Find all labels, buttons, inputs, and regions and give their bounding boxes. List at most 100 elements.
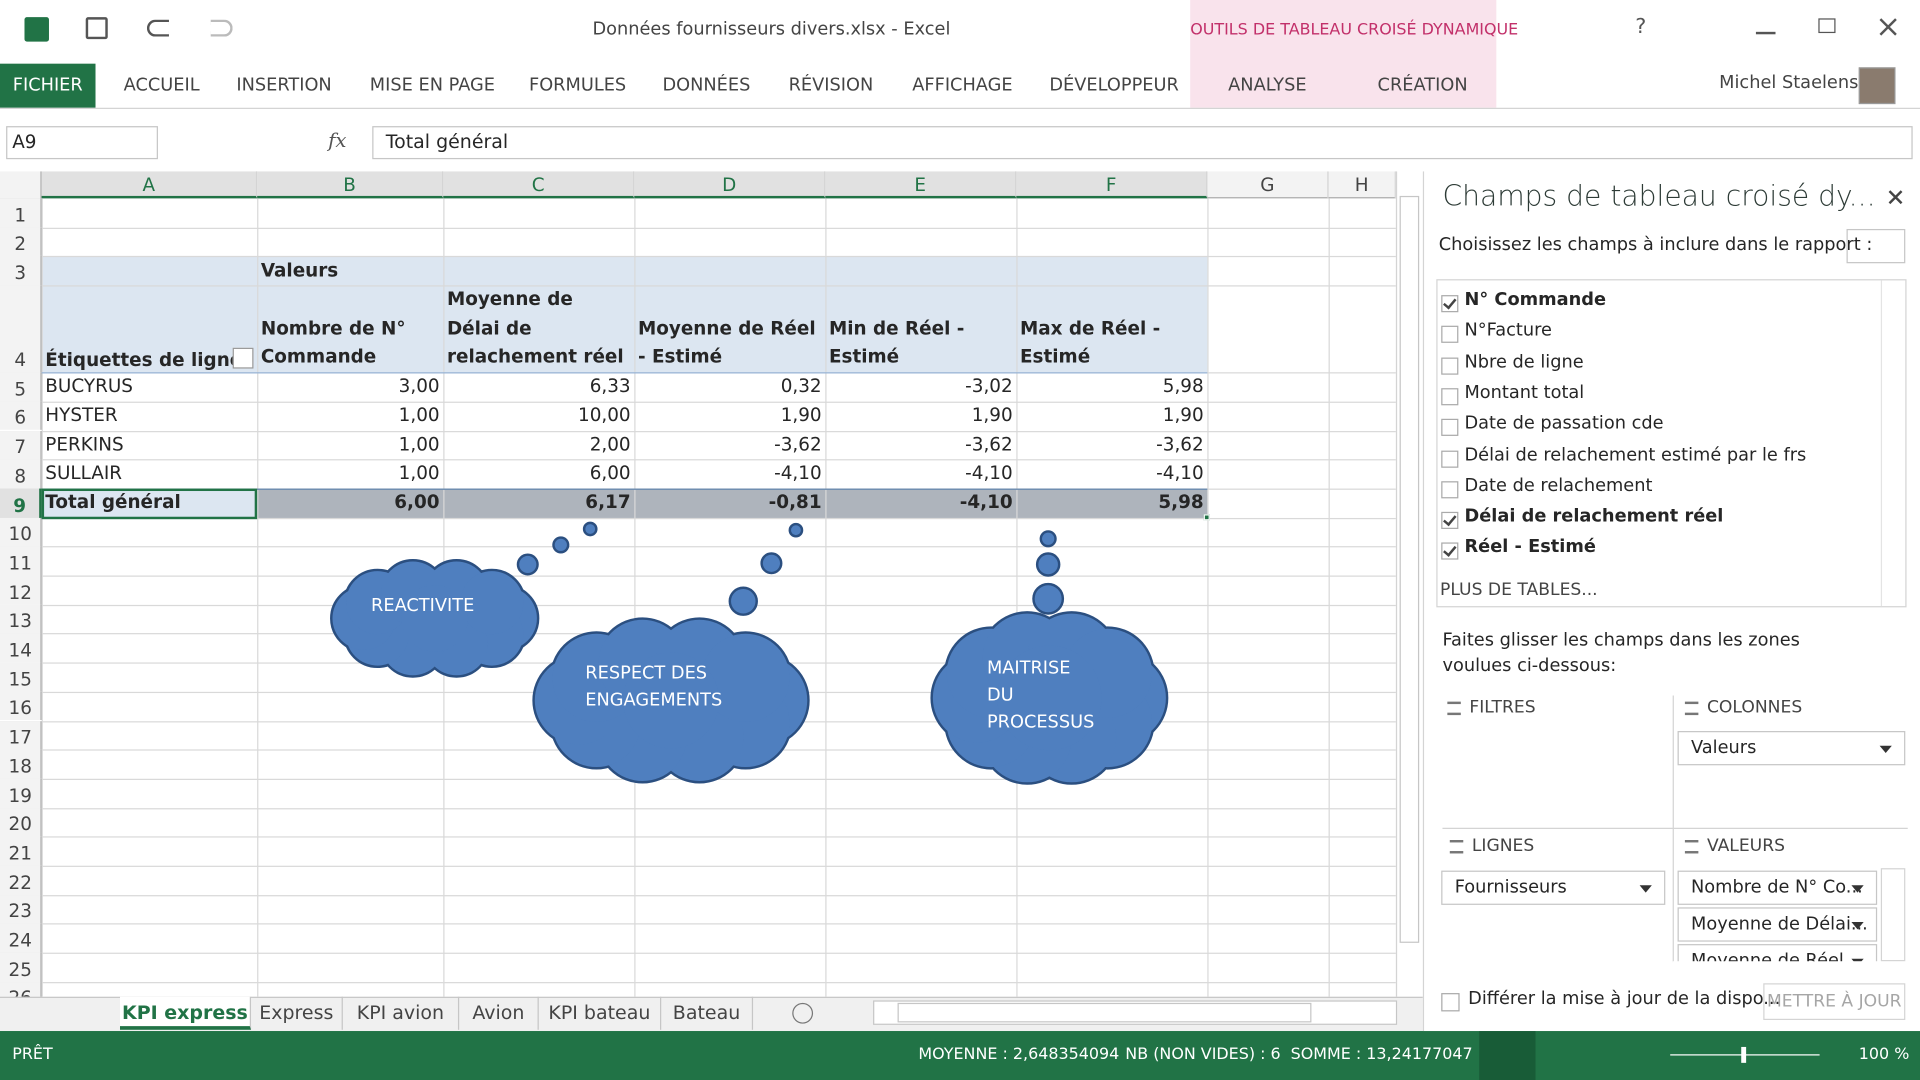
ribbon-divider (0, 108, 1920, 109)
normal-view-button[interactable] (1479, 1031, 1535, 1080)
dropdown-arrow (1880, 746, 1892, 753)
status-ready: PRÊT (12, 1031, 85, 1080)
area-icon (1447, 702, 1460, 715)
field-checkbox[interactable] (1441, 481, 1458, 498)
area-icon (1685, 702, 1698, 715)
ribbon-tab[interactable]: ANALYSE (1228, 64, 1306, 108)
field-checkbox[interactable] (1441, 326, 1458, 343)
cloud-fill (1038, 555, 1058, 575)
ribbon-tab[interactable]: FORMULES (529, 64, 626, 108)
excel-icon (24, 17, 48, 41)
area-field[interactable]: Nombre de N° Co... (1678, 871, 1878, 905)
dropdown-arrow (1640, 885, 1652, 892)
cloud-fill (731, 589, 755, 613)
field-label[interactable]: Nbre de ligne (1464, 352, 1868, 379)
callout-text: ENGAGEMENTS (585, 690, 722, 710)
sheet-tab[interactable]: Express (251, 997, 343, 1030)
formula-input[interactable]: Total général (372, 126, 1912, 159)
defer-label[interactable]: Différer la mise à jour de la dispo... (1468, 989, 1762, 1016)
field-checkbox[interactable] (1441, 295, 1458, 312)
context-title: OUTILS DE TABLEAU CROISÉ DYNAMIQUE (1190, 21, 1496, 45)
cloud-fill (555, 539, 567, 551)
field-label[interactable]: N° Commande (1464, 290, 1868, 317)
user-name[interactable]: Michel Staelens (1719, 73, 1854, 97)
dropdown-arrow (1851, 885, 1863, 892)
field-scrollbar[interactable] (1881, 280, 1905, 606)
cloud-fill (1035, 585, 1062, 612)
ribbon-tab[interactable]: DONNÉES (662, 64, 750, 108)
field-checkbox[interactable] (1441, 512, 1458, 529)
tools-button[interactable] (1847, 229, 1906, 263)
status-average: MOYENNE : 2,648354094 (918, 1031, 1114, 1080)
ribbon-tab[interactable]: ACCUEIL (124, 64, 200, 108)
update-button[interactable]: METTRE À JOUR (1763, 983, 1905, 1020)
cloud-fill (791, 525, 801, 535)
cloud-fill (1042, 533, 1054, 545)
pane-subtitle: Choisissez les champs à inclure dans le … (1439, 235, 1831, 259)
ribbon-tab[interactable]: MISE EN PAGE (370, 64, 495, 108)
area-divider (1442, 828, 1907, 829)
field-label[interactable]: Date de passation cde (1464, 414, 1868, 441)
save-icon[interactable] (86, 17, 108, 39)
field-label[interactable]: N°Facture (1464, 321, 1868, 348)
more-tables[interactable]: PLUS DE TABLES... (1440, 580, 1685, 604)
field-label[interactable]: Délai de relachement réel (1464, 507, 1868, 534)
undo-icon[interactable] (147, 20, 169, 37)
help-button[interactable]: ? (1629, 15, 1653, 42)
status-sum: SOMME : 13,24177047 (1291, 1031, 1462, 1080)
field-checkbox[interactable] (1441, 543, 1458, 560)
field-label[interactable]: Réel - Estimé (1464, 538, 1868, 565)
sheet-tab[interactable]: Avion (459, 997, 539, 1030)
values-area-scrollbar[interactable] (1881, 868, 1905, 961)
cloud-fill (763, 555, 780, 572)
user-avatar (1859, 67, 1896, 104)
area-field[interactable]: Fournisseurs (1441, 871, 1665, 905)
ribbon-tab[interactable]: DÉVELOPPEUR (1049, 64, 1178, 108)
file-title: Données fournisseurs divers.xlsx - Excel (539, 20, 1004, 44)
area-field[interactable]: Moyenne de Délai... (1678, 907, 1878, 941)
callout-layer: REACTIVITERESPECT DESENGAGEMENTSMAITRISE… (0, 171, 1396, 996)
field-label[interactable]: Délai de relachement estimé par le frs (1464, 445, 1868, 472)
horizontal-thumb[interactable] (898, 1003, 1312, 1023)
callout-text: REACTIVITE (371, 596, 474, 616)
defer-checkbox[interactable] (1441, 993, 1459, 1011)
dropdown-arrow (1851, 922, 1863, 929)
area-title: VALEURS (1707, 836, 1891, 860)
field-checkbox[interactable] (1441, 388, 1458, 405)
sheet-tab[interactable]: KPI avion (343, 997, 459, 1030)
callout-text: DU (987, 686, 1014, 706)
status-count: NB (NON VIDES) : 6 (1125, 1031, 1284, 1080)
sheet-tab[interactable]: KPI express (120, 997, 251, 1030)
area-title: LIGNES (1472, 836, 1656, 860)
area-icon (1685, 840, 1698, 853)
ribbon-tab[interactable]: RÉVISION (789, 64, 874, 108)
area-field[interactable]: Valeurs (1678, 731, 1906, 765)
vertical-thumb[interactable] (1400, 196, 1420, 943)
ribbon-tab[interactable]: CRÉATION (1378, 64, 1468, 108)
area-title: COLONNES (1707, 698, 1891, 722)
file-tab[interactable]: FICHIER (0, 64, 96, 108)
check-mark (1443, 295, 1456, 309)
callout-text: RESPECT DES (585, 663, 707, 683)
sheet-tab[interactable]: Bateau (661, 997, 753, 1030)
cloud-fill (585, 524, 595, 534)
fx-label[interactable]: fx (328, 129, 355, 156)
callout-text: PROCESSUS (987, 712, 1094, 732)
sheet-tab[interactable]: KPI bateau (539, 997, 661, 1030)
name-box[interactable]: A9 (6, 126, 158, 159)
field-checkbox[interactable] (1441, 357, 1458, 374)
add-sheet-button[interactable] (792, 1003, 813, 1024)
minimize-button[interactable] (1756, 32, 1776, 34)
field-label[interactable]: Montant total (1464, 383, 1868, 410)
redo-icon[interactable] (211, 20, 233, 37)
ribbon-tab[interactable]: INSERTION (236, 64, 331, 108)
field-checkbox[interactable] (1441, 450, 1458, 467)
zoom-thumb[interactable] (1741, 1047, 1746, 1063)
field-checkbox[interactable] (1441, 419, 1458, 436)
restore-button[interactable] (1818, 18, 1835, 33)
ribbon-tab[interactable]: AFFICHAGE (912, 64, 1012, 108)
zoom-level[interactable]: 100 % (1859, 1031, 1920, 1080)
field-label[interactable]: Date de relachement (1464, 476, 1868, 503)
